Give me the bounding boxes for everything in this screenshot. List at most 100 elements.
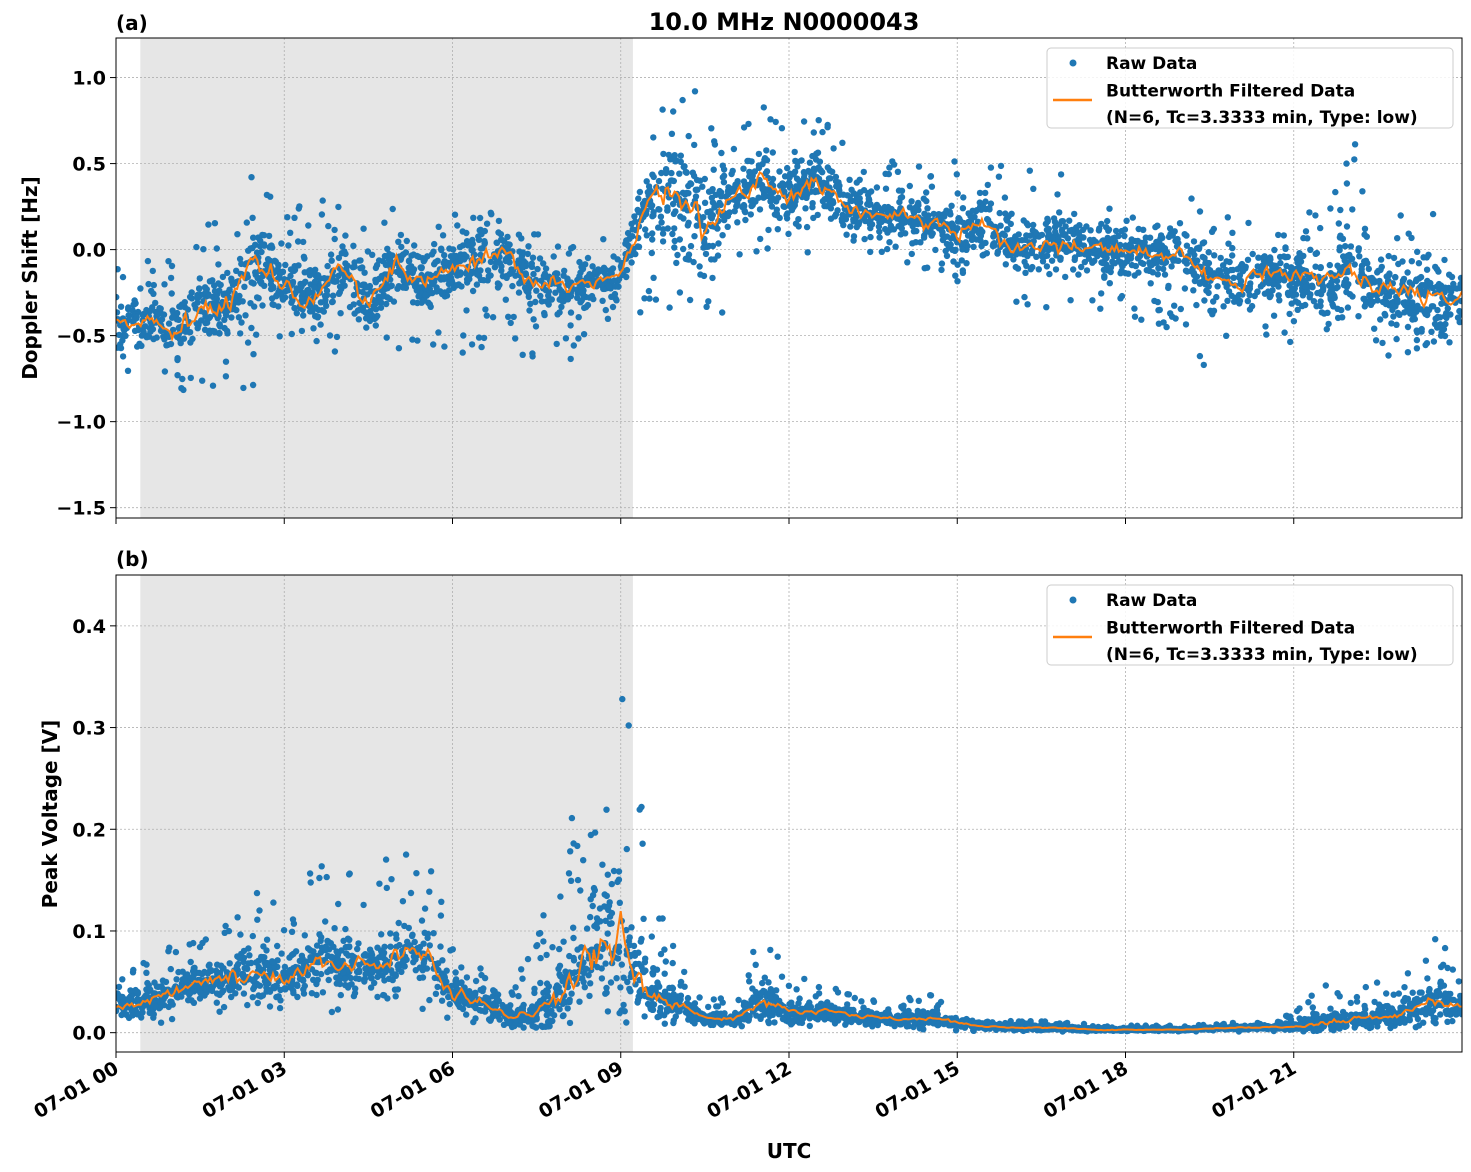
raw-data-point xyxy=(533,287,540,294)
raw-data-point xyxy=(206,278,214,285)
raw-data-point xyxy=(373,299,380,307)
raw-data-point xyxy=(642,955,649,962)
raw-data-point xyxy=(1254,288,1261,296)
raw-data-point xyxy=(1415,260,1423,267)
raw-data-point xyxy=(886,239,893,246)
raw-data-point xyxy=(943,252,951,260)
raw-data-point xyxy=(251,303,258,310)
raw-data-point xyxy=(1379,288,1387,295)
raw-data-point xyxy=(684,994,692,1002)
raw-data-point xyxy=(238,271,245,278)
raw-data-point xyxy=(478,343,485,351)
raw-data-point xyxy=(1118,292,1126,300)
raw-data-point xyxy=(1294,306,1301,313)
raw-data-point xyxy=(258,241,266,249)
raw-data-point xyxy=(498,267,505,274)
raw-data-point xyxy=(724,223,731,230)
raw-data-point xyxy=(138,1014,145,1021)
raw-data-point xyxy=(1353,993,1361,1001)
raw-data-point xyxy=(1261,253,1268,260)
raw-data-point xyxy=(351,310,358,317)
raw-data-point xyxy=(228,275,235,282)
raw-data-point xyxy=(1377,266,1384,274)
raw-data-point xyxy=(1152,223,1159,231)
raw-data-point xyxy=(865,195,872,202)
raw-data-point xyxy=(187,374,194,382)
panel-a-doppler-shift: 1.00.50.0−0.5−1.0−1.5 xyxy=(56,37,1463,524)
raw-data-point xyxy=(143,334,150,341)
raw-data-point xyxy=(1229,229,1236,236)
raw-data-point xyxy=(659,238,667,245)
raw-data-point xyxy=(1261,260,1269,267)
raw-data-point xyxy=(198,317,205,324)
raw-data-point xyxy=(1166,225,1174,232)
raw-data-point xyxy=(205,292,212,299)
raw-data-point xyxy=(666,304,673,311)
raw-data-point xyxy=(1386,270,1393,277)
raw-data-point xyxy=(541,270,549,277)
raw-data-point xyxy=(1275,292,1282,299)
raw-data-point xyxy=(701,199,709,206)
raw-data-point xyxy=(131,327,139,334)
raw-data-point xyxy=(1176,220,1184,227)
raw-data-point xyxy=(441,259,449,266)
raw-data-point xyxy=(235,314,243,321)
raw-data-point xyxy=(343,265,350,272)
raw-data-point xyxy=(1277,259,1284,267)
raw-data-point xyxy=(1188,195,1195,202)
raw-data-point xyxy=(700,272,708,280)
raw-data-point xyxy=(1044,215,1051,222)
raw-data-point xyxy=(1307,246,1314,253)
raw-data-point xyxy=(328,257,335,264)
raw-data-point xyxy=(154,311,161,318)
raw-data-point xyxy=(815,117,822,124)
raw-data-point xyxy=(1098,290,1105,297)
raw-data-point xyxy=(331,235,338,243)
raw-data-point xyxy=(583,274,591,281)
raw-data-point xyxy=(1161,259,1168,267)
raw-data-point xyxy=(921,210,928,217)
raw-data-point xyxy=(876,228,883,235)
raw-data-point xyxy=(685,1016,692,1023)
raw-data-point xyxy=(980,205,987,212)
raw-data-point xyxy=(779,180,786,187)
raw-data-point xyxy=(1015,231,1022,238)
raw-data-point xyxy=(1002,210,1009,217)
raw-data-point xyxy=(781,188,788,195)
raw-data-point xyxy=(1457,274,1462,282)
raw-data-point xyxy=(631,213,638,220)
raw-data-point xyxy=(1325,320,1332,328)
raw-data-point xyxy=(444,1014,451,1021)
raw-data-point xyxy=(454,272,461,279)
raw-data-point xyxy=(266,257,273,264)
raw-data-point xyxy=(233,306,240,314)
raw-data-point xyxy=(730,145,738,153)
raw-data-point xyxy=(820,179,827,186)
raw-data-point xyxy=(248,174,255,181)
raw-data-point xyxy=(1367,301,1375,308)
raw-data-point xyxy=(662,169,670,177)
raw-data-point xyxy=(1326,261,1334,269)
raw-data-point xyxy=(652,296,660,303)
raw-data-point xyxy=(542,265,550,272)
raw-data-point xyxy=(1174,236,1181,243)
raw-data-point xyxy=(319,989,327,996)
raw-data-point xyxy=(648,249,655,257)
raw-data-point xyxy=(1298,266,1305,273)
raw-data-point xyxy=(222,358,230,365)
raw-data-point xyxy=(987,200,995,207)
raw-data-point xyxy=(604,871,611,878)
raw-data-point xyxy=(1434,306,1441,314)
raw-data-point xyxy=(518,235,525,242)
raw-data-point xyxy=(228,993,235,1001)
raw-data-point xyxy=(642,226,649,233)
raw-data-point xyxy=(567,355,574,363)
raw-data-point xyxy=(952,272,959,279)
raw-data-point xyxy=(318,211,326,218)
raw-data-point xyxy=(767,116,774,123)
raw-data-point xyxy=(1200,361,1208,369)
raw-data-point xyxy=(1190,238,1198,245)
raw-data-point xyxy=(628,259,635,266)
raw-data-point xyxy=(510,313,517,321)
raw-data-point xyxy=(692,193,700,200)
